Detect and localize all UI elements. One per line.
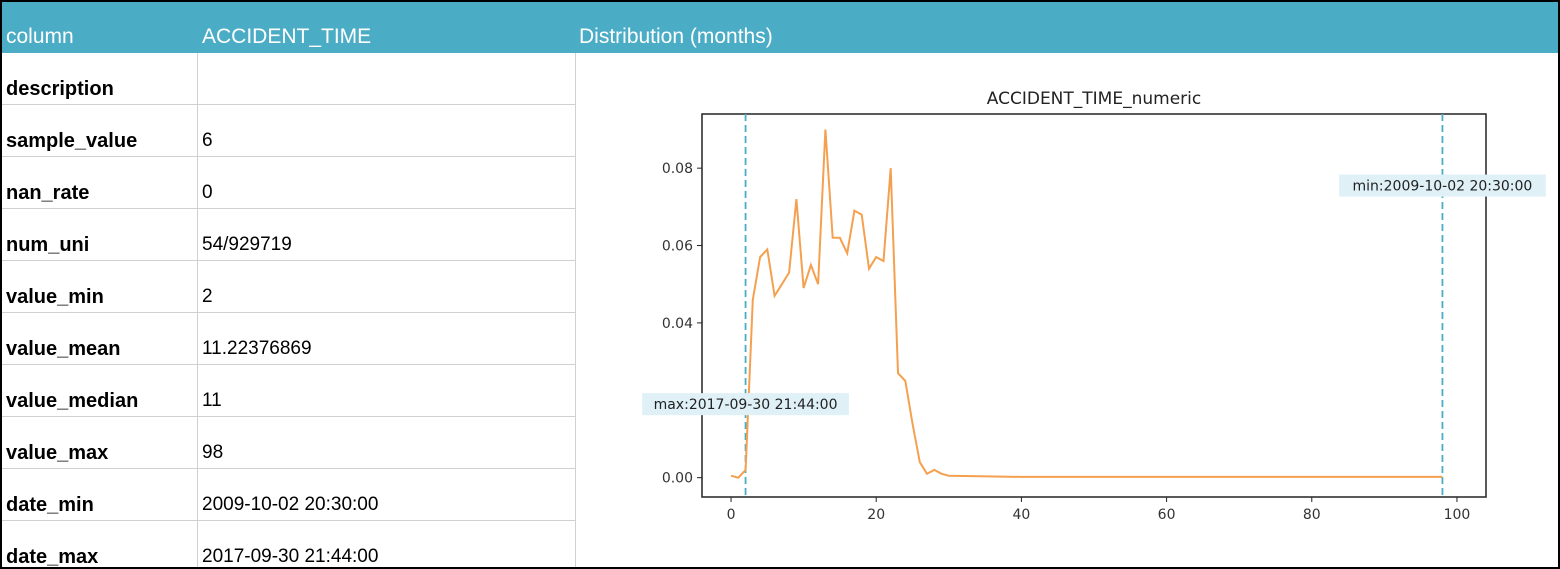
- plot-area: [701, 113, 1487, 498]
- x-tick-label: 20: [867, 507, 885, 523]
- stat-key: nan_rate: [6, 182, 90, 204]
- stat-key: date_min: [6, 494, 94, 516]
- stat-row-sample-value: sample_value 6: [2, 105, 575, 157]
- y-tick-label: 0.08: [662, 161, 693, 177]
- stat-row-description: description: [2, 53, 575, 105]
- header-bar: column ACCIDENT_TIME Distribution (month…: [2, 2, 1558, 53]
- annotation-box: [642, 393, 849, 416]
- column-name-header: ACCIDENT_TIME: [202, 25, 372, 48]
- stat-row-value-min: value_min 2: [2, 261, 575, 313]
- stat-key: value_mean: [6, 338, 121, 360]
- stat-row-num-uni: num_uni 54/929719: [2, 209, 575, 261]
- stat-value: 2009-10-02 20:30:00: [202, 494, 379, 515]
- stat-row-nan-rate: nan_rate 0: [2, 157, 575, 209]
- stat-key: value_max: [6, 442, 109, 464]
- panel-divider: [575, 53, 576, 567]
- stat-value: 0: [202, 182, 213, 203]
- stat-row-date-min: date_min 2009-10-02 20:30:00: [2, 469, 575, 521]
- stat-key: date_max: [6, 546, 99, 568]
- y-tick-label: 0.00: [662, 471, 693, 487]
- y-tick-label: 0.06: [662, 239, 693, 255]
- distribution-chart: ACCIDENT_TIME_numeric 0 20 40 60 80 100 0.00 0.0…: [642, 89, 1546, 523]
- stat-value: 98: [202, 442, 224, 463]
- stat-value: 11: [202, 390, 222, 411]
- stat-row-value-median: value_median 11: [2, 365, 575, 417]
- stat-value: 2017-09-30 21:44:00: [202, 546, 379, 567]
- distribution-header: Distribution (months): [579, 25, 773, 48]
- annotation-box: [1339, 174, 1546, 197]
- column-header-label: column: [6, 25, 74, 48]
- x-tick-label: 60: [1158, 507, 1176, 523]
- stat-row-date-max: date_max 2017-09-30 21:44:00: [2, 521, 575, 568]
- stat-row-value-max: value_max 98: [2, 417, 575, 469]
- x-tick-label: 80: [1303, 507, 1321, 523]
- stat-key: value_median: [6, 390, 139, 412]
- stat-row-value-mean: value_mean 11.22376869: [2, 313, 575, 365]
- stat-key: num_uni: [6, 234, 90, 256]
- stat-key: description: [6, 78, 114, 100]
- x-tick-label: 100: [1444, 507, 1471, 523]
- stat-value: 2: [202, 286, 213, 307]
- density-series-line: [730, 129, 1443, 479]
- x-tick-label: 0: [727, 507, 736, 523]
- y-tick-label: 0.04: [662, 316, 693, 332]
- stat-key: sample_value: [6, 130, 138, 152]
- x-tick-label: 40: [1012, 507, 1030, 523]
- min-annotation: min:2009-10-02 20:30:00: [1353, 179, 1533, 195]
- stat-key: value_min: [6, 286, 104, 308]
- chart-title: ACCIDENT_TIME_numeric: [987, 89, 1201, 109]
- max-annotation: max:2017-09-30 21:44:00: [654, 397, 838, 413]
- stats-table: description sample_value 6 nan_rate 0 num_…: [2, 53, 575, 568]
- stat-value: 6: [202, 130, 213, 151]
- stat-value: 11.22376869: [202, 338, 312, 359]
- stat-value: 54/929719: [202, 234, 292, 255]
